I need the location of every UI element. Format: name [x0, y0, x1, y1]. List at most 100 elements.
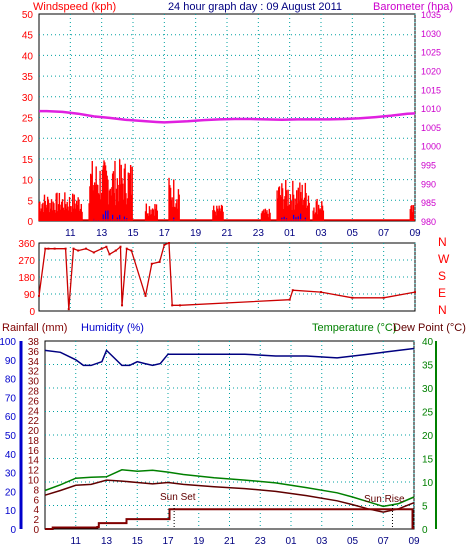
compass-letter: S	[438, 269, 446, 283]
direction-point	[72, 247, 75, 250]
sunset-annotation: Sun Set	[160, 492, 196, 503]
rainfall-tick-label: 36	[28, 347, 40, 358]
direction-point	[179, 304, 181, 307]
direction-point	[130, 249, 133, 252]
rainfall-axis-label: Rainfall (mm)	[2, 322, 67, 334]
x-tick-label: 21	[224, 536, 236, 547]
rainfall-tick-label: 14	[28, 456, 40, 467]
direction-point	[77, 249, 80, 252]
humidity-tick-label: 30	[5, 469, 17, 480]
rainfall-tick-label: 20	[28, 426, 40, 437]
x-tick-label: 15	[127, 228, 139, 239]
direction-point	[53, 247, 56, 250]
direction-point	[38, 294, 40, 297]
direction-point	[158, 260, 161, 263]
direction-point	[67, 308, 70, 311]
direction-point	[382, 296, 385, 299]
rain-humidity-temp-panel: 11 13 15 17 19 21 23 01 03 05 07 090510152025303540…	[0, 337, 437, 547]
direction-point	[100, 247, 103, 250]
barometer-axis-label: Barometer (hpa)	[373, 1, 453, 13]
rainfall-tick-label: 0	[33, 525, 39, 536]
x-tick-label: 19	[193, 536, 205, 547]
humidity-tick-label: 80	[5, 375, 17, 386]
humidity-tick-label: 40	[5, 450, 17, 461]
x-tick-label: 07	[378, 228, 390, 239]
direction-point	[144, 294, 147, 297]
rainfall-tick-label: 22	[28, 416, 40, 427]
windspeed-tick-label: 50	[22, 10, 34, 21]
temperature-tick-label: 20	[422, 431, 434, 442]
x-tick-label: 11	[71, 536, 82, 547]
direction-point	[119, 245, 122, 248]
rainfall-tick-label: 28	[28, 386, 40, 397]
rainfall-tick-label: 6	[33, 495, 39, 506]
direction-point	[150, 262, 153, 265]
humidity-tick-label: 10	[5, 506, 17, 517]
temperature-axis-label: Temperature (°C)	[312, 322, 396, 334]
rainfall-tick-label: 4	[33, 505, 39, 516]
temperature-tick-label: 35	[422, 361, 434, 372]
direction-point	[414, 291, 416, 294]
x-tick-label: 23	[255, 536, 267, 547]
chart-title: 24 hour graph day : 09 August 2011	[168, 1, 342, 13]
x-tick-label: 13	[96, 228, 108, 239]
x-tick-label: 01	[285, 536, 297, 547]
rainfall-line	[45, 508, 414, 530]
x-tick-label: 09	[408, 536, 420, 547]
direction-point	[320, 291, 322, 294]
x-tick-label: 05	[347, 536, 359, 547]
temperature-tick-label: 30	[422, 384, 434, 395]
direction-point	[168, 242, 171, 244]
barometer-tick-label: 1010	[421, 104, 441, 114]
direction-point	[114, 249, 117, 252]
windspeed-tick-label: 35	[22, 72, 34, 83]
humidity-tick-label: 90	[5, 356, 17, 367]
x-tick-label: 11	[65, 228, 76, 239]
compass-letter: N	[438, 303, 447, 317]
barometer-tick-label: 985	[421, 198, 436, 208]
temperature-tick-label: 5	[422, 502, 428, 513]
temperature-tick-label: 40	[422, 337, 434, 348]
x-tick-label: 23	[253, 228, 265, 239]
x-tick-label: 19	[190, 228, 202, 239]
barometer-tick-label: 1035	[421, 10, 441, 20]
direction-tick-label: 0	[29, 307, 35, 318]
windspeed-tick-label: 5	[27, 196, 33, 207]
humidity-tick-label: 60	[5, 412, 17, 423]
direction-point	[288, 298, 291, 301]
windspeed-tick-label: 45	[22, 31, 34, 42]
direction-tick-label: 360	[18, 239, 35, 250]
x-tick-label: 09	[409, 228, 421, 239]
x-tick-label: 17	[162, 536, 174, 547]
windspeed-tick-label: 20	[22, 134, 34, 145]
x-tick-label: 03	[316, 536, 328, 547]
barometer-tick-label: 1000	[421, 142, 441, 152]
x-tick-label: 15	[132, 536, 144, 547]
windspeed-axis-label: Windspeed (kph)	[33, 1, 116, 13]
direction-point	[291, 289, 294, 292]
barometer-tick-label: 1030	[421, 29, 441, 39]
rainfall-tick-label: 8	[33, 485, 39, 496]
x-tick-label: 05	[347, 228, 359, 239]
barometer-line	[39, 109, 416, 124]
temperature-tick-label: 15	[422, 455, 434, 466]
humidity-axis-label: Humidity (%)	[81, 322, 144, 334]
wind-barometer-panel: 11 13 15 17 19 21 23 01 03 05 07 090510152025303540…	[22, 10, 441, 239]
windspeed-tick-label: 15	[22, 155, 34, 166]
direction-tick-label: 270	[18, 256, 35, 267]
rainfall-tick-label: 30	[28, 377, 40, 388]
direction-point	[105, 245, 108, 248]
x-tick-label: 17	[159, 228, 171, 239]
compass-letter: W	[438, 252, 450, 266]
x-tick-label: 01	[284, 228, 296, 239]
windspeed-tick-label: 0	[27, 217, 33, 228]
humidity-line	[44, 347, 415, 367]
humidity-tick-label: 0	[10, 525, 16, 536]
compass-letter: N	[438, 235, 447, 249]
dewpoint-line	[44, 479, 415, 513]
rainfall-tick-label: 10	[28, 476, 40, 487]
barometer-tick-label: 1015	[421, 85, 441, 95]
direction-point	[92, 251, 95, 254]
